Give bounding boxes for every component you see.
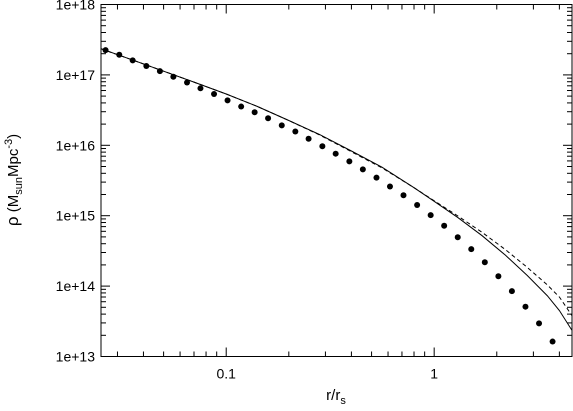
data-point — [414, 201, 421, 208]
dashed-model-line — [101, 48, 572, 316]
data-point — [251, 109, 258, 116]
data-point — [400, 192, 407, 199]
y-tick-label: 1e+15 — [56, 208, 96, 224]
data-point — [238, 103, 245, 110]
data-point — [508, 288, 515, 295]
data-point — [563, 358, 569, 364]
tick-labels-layer: 1e+13 1e+14 1e+15 1e+16 1e+17 1e+18 0.1 1 — [56, 0, 439, 382]
y-tick-label: 1e+16 — [56, 137, 96, 153]
x-tick-label: 0.1 — [216, 366, 236, 382]
data-point — [224, 97, 231, 104]
data-point — [536, 320, 543, 327]
data-point — [441, 222, 448, 229]
data-point — [211, 91, 218, 98]
x-axis-label: r/rs — [326, 387, 346, 407]
y-tick-label: 1e+14 — [56, 278, 96, 294]
solid-fit-line — [101, 48, 572, 331]
series-layer — [101, 47, 572, 364]
data-point — [305, 135, 312, 142]
data-point — [427, 212, 434, 219]
plot-area — [101, 47, 572, 364]
y-tick-label: 1e+13 — [56, 349, 96, 365]
data-point — [386, 183, 393, 190]
data-point — [346, 158, 353, 165]
data-point — [549, 338, 556, 345]
y-tick-label: 1e+18 — [56, 0, 96, 13]
data-point — [319, 143, 326, 150]
y-axis-label: ρ (MsunMpc-3) — [3, 134, 25, 226]
data-point — [495, 273, 502, 280]
data-point — [278, 122, 285, 129]
data-point — [265, 115, 272, 122]
data-point — [292, 128, 299, 135]
data-point — [359, 166, 366, 173]
data-point — [481, 259, 488, 266]
data-point — [373, 174, 380, 181]
y-tick-label: 1e+17 — [56, 67, 96, 83]
plot-frame — [100, 4, 573, 357]
data-point — [332, 150, 339, 157]
data-point — [197, 85, 204, 92]
data-point — [454, 234, 461, 241]
x-tick-label: 1 — [430, 366, 438, 382]
ticks-layer — [101, 4, 572, 357]
data-point — [522, 303, 529, 310]
data-point — [468, 246, 475, 253]
data-point — [184, 79, 191, 86]
